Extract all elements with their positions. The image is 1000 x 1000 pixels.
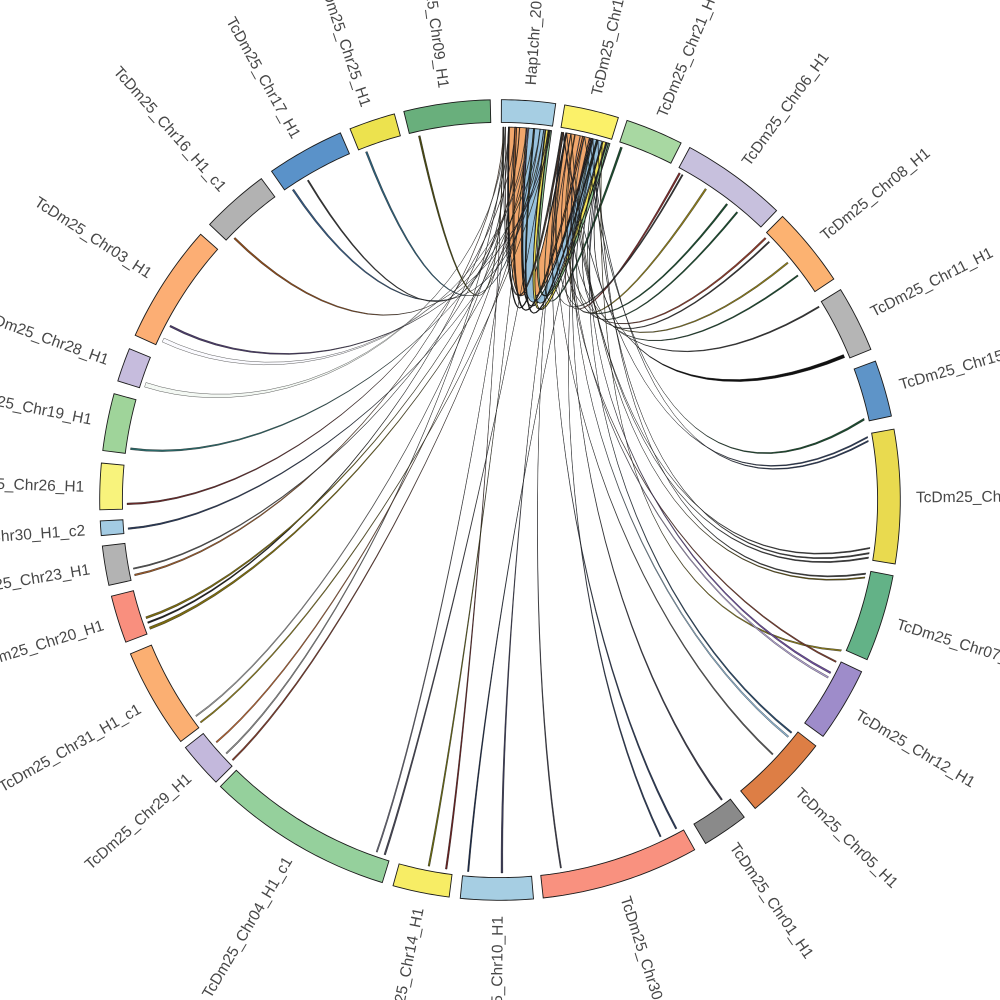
svg-text:Hap1chr_20: Hap1chr_20 xyxy=(523,0,546,86)
svg-text:TcDm25_Chr26_H1: TcDm25_Chr26_H1 xyxy=(0,474,84,496)
svg-text:TcDm25_Chr02_H1: TcDm25_Chr02_H1 xyxy=(916,488,1000,506)
svg-text:TcDm25_Chr10_H1: TcDm25_Chr10_H1 xyxy=(489,916,507,1000)
